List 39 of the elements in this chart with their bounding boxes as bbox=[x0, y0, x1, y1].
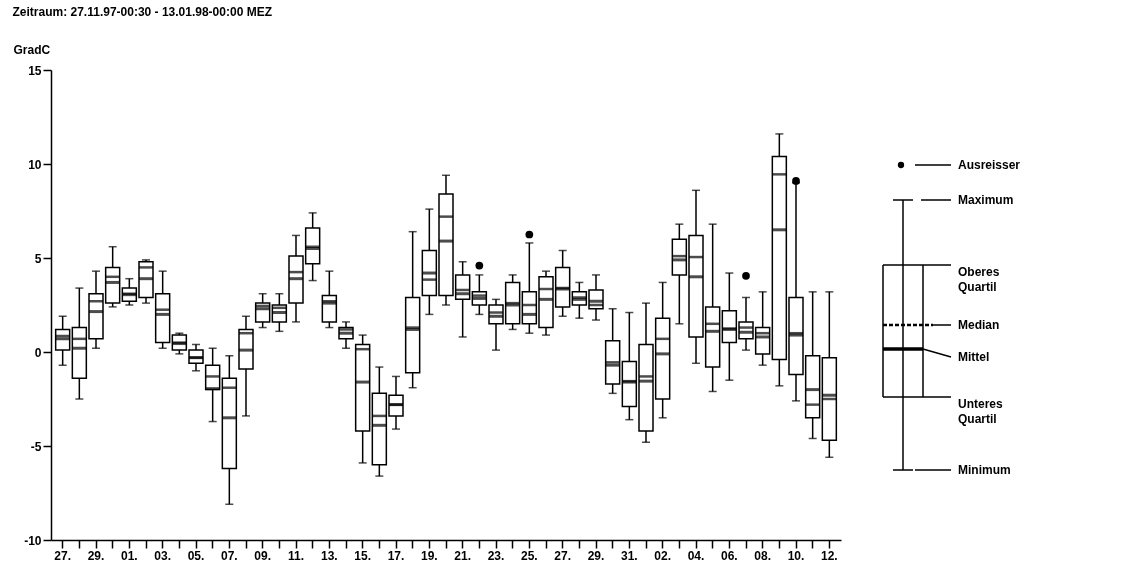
x-tick-label: 29. bbox=[587, 548, 605, 563]
x-tick-label: 31. bbox=[620, 548, 638, 563]
text: Oberes Quartil bbox=[958, 265, 1000, 294]
text: Minimum bbox=[958, 463, 1011, 477]
x-tick-label: 02. bbox=[654, 548, 672, 563]
text: Mittel bbox=[958, 350, 990, 364]
x-tick-label: 15. bbox=[354, 548, 372, 563]
x-tick-label: 06. bbox=[720, 548, 738, 563]
x-tick-label: 09. bbox=[254, 548, 272, 563]
x-tick-label: 12. bbox=[820, 548, 838, 563]
y-axis-title: GradC bbox=[13, 42, 51, 57]
chart-title: Zeitraum: 27.11.97-00:30 - 13.01.98-00:00 MEZ bbox=[12, 4, 272, 19]
text: Ausreisser bbox=[958, 158, 1021, 172]
x-tick-label: 29. bbox=[87, 548, 105, 563]
x-tick-label: 10. bbox=[787, 548, 805, 563]
y-tick-label: 15 bbox=[28, 63, 42, 78]
x-tick-label: 07. bbox=[220, 548, 238, 563]
y-tick-label: 5 bbox=[34, 251, 42, 266]
y-tick-label: -5 bbox=[30, 439, 42, 454]
x-tick-label: 13. bbox=[320, 548, 338, 563]
x-tick-label: 23. bbox=[487, 548, 505, 563]
x-tick-label: 25. bbox=[520, 548, 538, 563]
text: Median bbox=[958, 318, 1000, 332]
x-tick-label: 17. bbox=[387, 548, 405, 563]
x-tick-label: 27. bbox=[554, 548, 572, 563]
x-tick-label: 08. bbox=[754, 548, 772, 563]
y-tick-label: 0 bbox=[34, 345, 42, 360]
x-tick-label: 01. bbox=[120, 548, 138, 563]
x-tick-label: 03. bbox=[154, 548, 172, 563]
x-tick-label: 27. bbox=[54, 548, 72, 563]
text: Maximum bbox=[958, 193, 1014, 207]
x-tick-label: 19. bbox=[420, 548, 438, 563]
x-tick-label: 21. bbox=[454, 548, 472, 563]
x-tick-label: 04. bbox=[687, 548, 705, 563]
x-tick-label: 05. bbox=[187, 548, 205, 563]
x-tick-label: 11. bbox=[287, 548, 305, 563]
y-tick-label: 10 bbox=[28, 157, 42, 172]
text: Unteres Quartil bbox=[958, 397, 1004, 426]
y-tick-label: -10 bbox=[24, 533, 42, 548]
